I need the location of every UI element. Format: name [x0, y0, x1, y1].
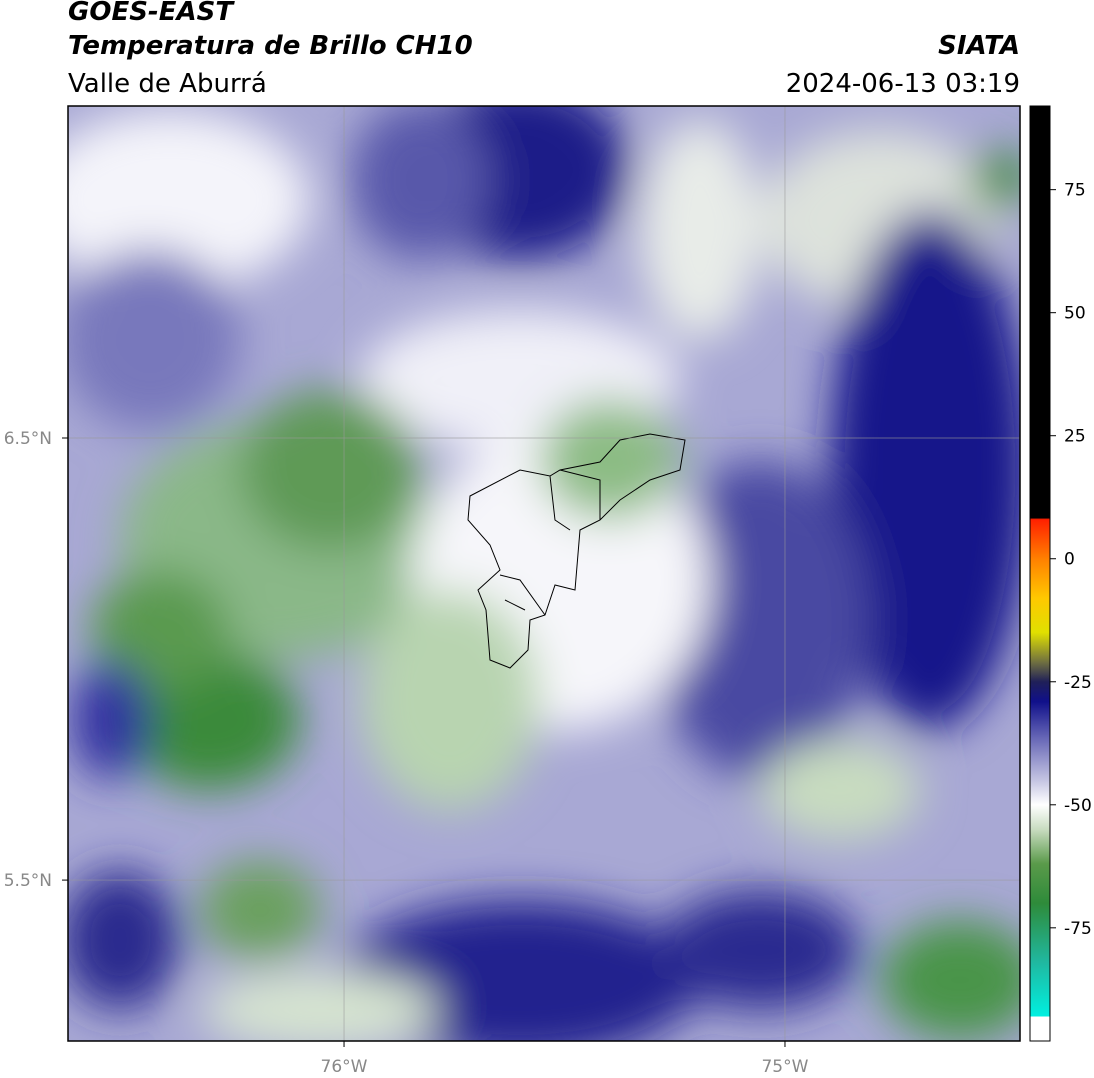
colorbar-tick-label: -25 — [1064, 673, 1092, 693]
title: GOES-EAST — [68, 0, 235, 27]
x-tick-label: 76°W — [321, 1057, 368, 1077]
source: SIATA — [938, 31, 1020, 61]
y-tick-label: 5.5°N — [4, 871, 52, 891]
colorbar-tick-label: 25 — [1064, 427, 1086, 447]
colorbar-tick-label: -50 — [1064, 796, 1092, 816]
colorbar — [1029, 105, 1051, 1042]
grid — [68, 106, 1020, 1041]
colorbar-tick-label: 50 — [1064, 304, 1086, 324]
satellite-field — [68, 106, 1020, 1041]
x-tick-label: 75°W — [761, 1057, 808, 1077]
map-frame — [67, 105, 1021, 1042]
y-tick-label: 6.5°N — [4, 429, 52, 449]
region: Valle de Aburrá — [68, 69, 267, 99]
colorbar-tick-label: 0 — [1064, 550, 1075, 570]
watershed-outline — [467, 433, 686, 669]
subtitle: Temperatura de Brillo CH10 — [68, 31, 473, 61]
colorbar-tick-label: 75 — [1064, 181, 1086, 201]
datetime: 2024-06-13 03:19 — [786, 69, 1020, 99]
colorbar-tick-label: -75 — [1064, 919, 1092, 939]
